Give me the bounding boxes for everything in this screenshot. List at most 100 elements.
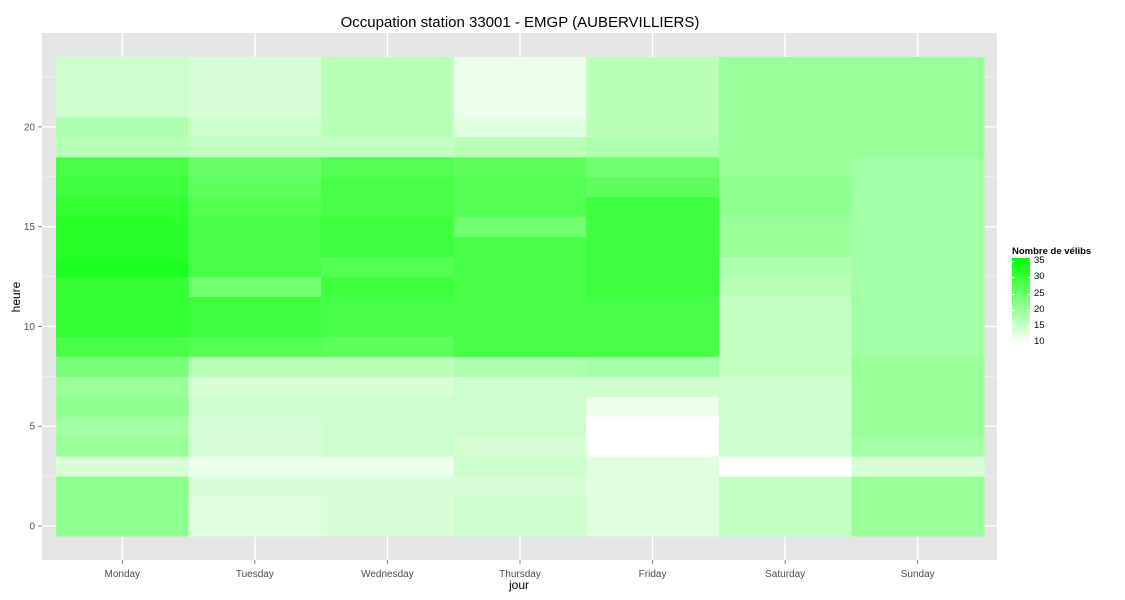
legend-tick-label: 35: [1034, 255, 1045, 267]
legend-tick-label: 20: [1034, 303, 1045, 315]
heatmap-cell: [188, 196, 322, 218]
heatmap-cell: [851, 256, 985, 278]
heatmap-cell: [321, 196, 455, 218]
heatmap-cell: [453, 416, 587, 437]
heatmap-cell: [321, 176, 455, 198]
heatmap-cell: [188, 356, 322, 377]
heatmap-cell: [586, 436, 720, 457]
heatmap-cell: [321, 116, 455, 138]
heatmap-cell: [586, 76, 720, 98]
heatmap-cell: [321, 236, 455, 258]
heatmap-cell: [851, 516, 985, 537]
heatmap-cell: [851, 456, 985, 477]
heatmap-cell: [586, 57, 720, 78]
heatmap-cell: [586, 456, 720, 477]
y-tick-label: 20: [24, 122, 36, 133]
heatmap-cell: [453, 456, 587, 477]
heatmap-cell: [718, 176, 852, 198]
legend-color-bar: [1012, 258, 1030, 344]
legend-tick-label: 25: [1034, 287, 1045, 299]
heatmap-cell: [56, 57, 190, 78]
heatmap-cell: [851, 57, 985, 78]
heatmap-cell: [453, 96, 587, 118]
heatmap-cell: [56, 276, 190, 297]
heatmap-cell: [718, 196, 852, 218]
heatmap-cell: [718, 376, 852, 397]
heatmap-cell: [453, 316, 587, 337]
heatmap-cell: [321, 256, 455, 278]
heatmap-cell: [321, 376, 455, 397]
heatmap-cell: [718, 57, 852, 78]
heatmap-cell: [321, 276, 455, 297]
heatmap-cell: [586, 296, 720, 317]
heatmap-cell: [453, 176, 587, 198]
heatmap-cell: [321, 456, 455, 477]
heatmap-cell: [718, 416, 852, 437]
heatmap-cell: [188, 316, 322, 337]
heatmap-cell: [718, 276, 852, 297]
heatmap-cell: [718, 136, 852, 158]
heatmap-cell: [321, 76, 455, 98]
heatmap-cell: [56, 96, 190, 118]
heatmap-cell: [453, 216, 587, 238]
heatmap-cell: [188, 296, 322, 317]
heatmap-cell: [851, 476, 985, 497]
heatmap-cell: [321, 316, 455, 337]
heatmap-cell: [453, 136, 587, 158]
legend-title: Nombre de vélibs: [1012, 246, 1092, 257]
heatmap-cell: [453, 476, 587, 497]
heatmap-cell: [453, 296, 587, 317]
heatmap-cell: [188, 416, 322, 437]
x-tick-label: Sunday: [901, 569, 935, 580]
heatmap-cell: [851, 436, 985, 457]
heatmap-cell: [851, 356, 985, 377]
x-tick-label: Saturday: [765, 569, 805, 580]
heatmap-cell: [188, 57, 322, 78]
heatmap-cell: [453, 396, 587, 417]
heatmap-cell: [718, 496, 852, 517]
heatmap-cell: [188, 156, 322, 178]
heatmap-cell: [851, 116, 985, 138]
heatmap-cell: [453, 276, 587, 297]
heatmap-cell: [851, 316, 985, 337]
heatmap-cell: [586, 416, 720, 437]
heatmap-cell: [56, 396, 190, 417]
heatmap-cell: [188, 436, 322, 457]
heatmap-cell: [321, 476, 455, 497]
x-tick-label: Friday: [639, 569, 667, 580]
heatmap-cell: [188, 96, 322, 118]
heatmap-cell: [321, 516, 455, 537]
heatmap-cell: [718, 156, 852, 178]
legend-tick-label: 15: [1034, 320, 1045, 332]
heatmap-cell: [453, 57, 587, 78]
heatmap-cell: [453, 196, 587, 218]
heatmap-cell: [188, 336, 322, 357]
heatmap-cell: [586, 336, 720, 357]
heatmap-cell: [321, 136, 455, 158]
heatmap-cell: [586, 316, 720, 337]
heatmap-cell: [321, 436, 455, 457]
heatmap-cell: [56, 76, 190, 98]
heatmap-cell: [851, 276, 985, 297]
heatmap-cell: [56, 116, 190, 138]
heatmap-cell: [56, 196, 190, 218]
heatmap-cell: [851, 136, 985, 158]
heatmap-cell: [586, 136, 720, 158]
heatmap-cell: [321, 336, 455, 357]
heatmap-cell: [188, 396, 322, 417]
heatmap-cell: [56, 296, 190, 317]
heatmap-cell: [321, 296, 455, 317]
heatmap-cell: [851, 396, 985, 417]
heatmap-cell: [56, 176, 190, 198]
heatmap-cell: [586, 496, 720, 517]
heatmap-cell: [851, 296, 985, 317]
legend-tick-label: 10: [1034, 336, 1045, 348]
heatmap-cell: [586, 96, 720, 118]
heatmap-cell: [188, 236, 322, 258]
y-axis: 0 5 10 15 20: [24, 122, 42, 533]
heatmap-cell: [453, 76, 587, 98]
heatmap-cell: [718, 336, 852, 357]
heatmap-cell: [586, 216, 720, 238]
heatmap-cell: [188, 476, 322, 497]
heatmap-cell: [718, 316, 852, 337]
